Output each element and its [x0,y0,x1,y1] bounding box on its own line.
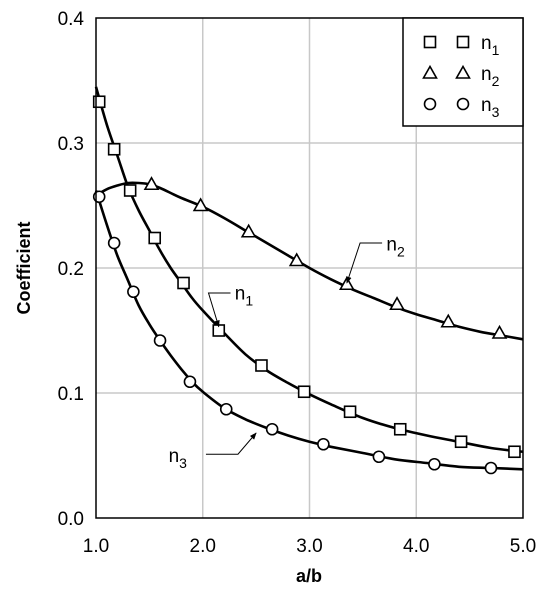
point-n2 [192,197,209,212]
point-n1 [454,435,468,449]
annotation-label-n1: n1 [235,283,254,308]
y-tick-labels: 0.0 0.1 0.2 0.3 0.4 [58,9,85,530]
point-n2 [491,324,508,339]
point-n3 [219,402,233,416]
legend-marker-n2 [422,64,438,79]
y-axis-title: Coefficient [14,221,34,314]
curve-n2 [95,181,524,341]
x-tick-label: 2.0 [190,536,216,557]
y-tick-label: 0.3 [58,134,84,155]
plot-frame [95,17,524,519]
legend-marker-n3 [423,97,437,111]
x-axis-title: a/b [296,566,322,586]
point-n1 [123,184,137,197]
legend-marker-n2 [455,64,471,79]
y-tick-label: 0.2 [58,259,84,280]
point-n1 [393,422,407,436]
point-n3 [107,236,121,250]
legend-label-base: n [481,64,492,85]
legend-label-subscript: 2 [492,73,500,89]
y-tick-label: 0.0 [58,509,84,530]
point-n1 [508,445,521,459]
annotation-leader-n3 [205,432,257,455]
point-n3 [317,437,330,451]
point-n1 [343,405,357,419]
legend-label-subscript: 1 [492,42,500,58]
point-n3 [265,422,279,436]
legend-marker-n3 [456,97,470,111]
legend-label-base: n [481,95,492,116]
legend-label-n2: n2 [481,64,500,89]
legend-marker-n1 [423,35,437,49]
annotation-label-base: n [235,283,246,304]
annotation-label-subscript: 1 [245,292,253,308]
point-n1 [92,95,106,109]
y-tick-label: 0.1 [58,384,84,405]
point-n1 [107,142,121,156]
x-tick-label: 3.0 [296,536,322,557]
point-n2 [288,252,305,267]
annotation-leader-n1 [207,292,231,328]
point-n3 [372,450,386,464]
point-n2 [143,176,160,191]
data-markers [92,95,521,475]
legend-marker-n1 [456,35,470,49]
legend-label-n3: n3 [481,95,500,120]
point-n3 [153,334,167,347]
annotation-label-n2: n2 [386,235,405,260]
point-n2 [240,223,257,238]
legend-label-n1: n1 [481,33,500,58]
legend-label-subscript: 3 [492,104,500,120]
x-tick-label: 1.0 [83,536,109,557]
annotation-label-subscript: 2 [397,244,405,260]
point-n1 [297,385,311,399]
annotation-label-n3: n3 [169,446,188,471]
annotation-label-subscript: 3 [179,455,187,471]
point-n3 [428,457,441,471]
y-tick-label: 0.4 [58,9,85,30]
point-n3 [484,461,498,475]
point-n3 [183,375,197,389]
point-n1 [255,359,268,372]
legend-label-base: n [481,33,492,54]
point-n1 [177,276,190,290]
point-n2 [389,296,405,311]
point-n1 [148,231,162,245]
annotation-leader-n2 [346,242,383,284]
x-tick-label: 4.0 [403,536,429,557]
point-n3 [127,285,140,299]
point-n2 [440,313,457,328]
x-tick-label: 5.0 [510,536,536,557]
x-tick-labels: 1.0 2.0 3.0 4.0 5.0 [83,536,536,557]
annotation-label-base: n [386,235,397,256]
annotation-label-base: n [169,446,180,467]
